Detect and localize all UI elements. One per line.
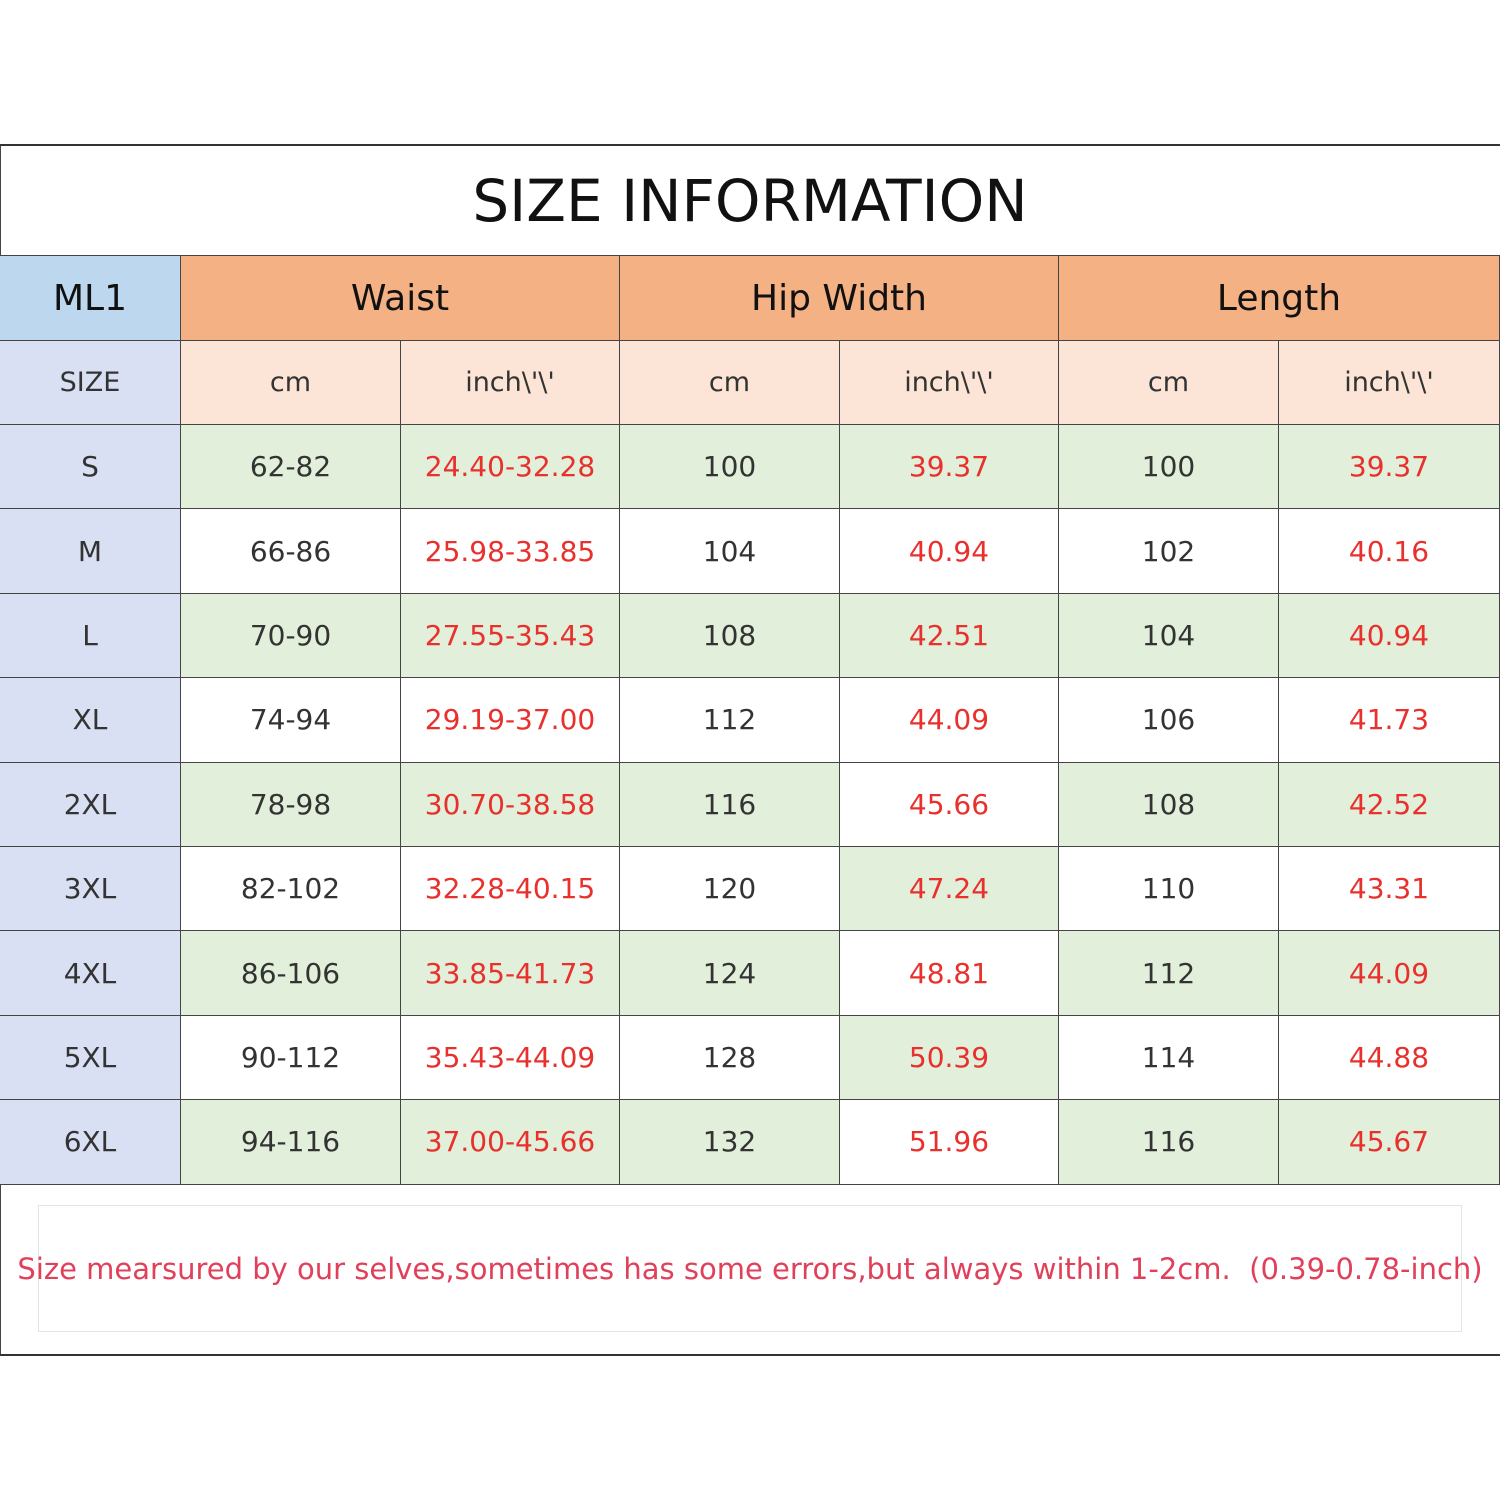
measure-cell: 128 — [620, 1015, 840, 1101]
measure-cell: 112 — [1059, 931, 1279, 1016]
title: SIZE INFORMATION — [0, 146, 1500, 256]
measure-cell: 44.88 — [1279, 1015, 1500, 1101]
subheader-cell: cm — [620, 341, 840, 425]
measure-cell: 35.43-44.09 — [401, 1015, 620, 1101]
measure-cell: 43.31 — [1279, 847, 1500, 932]
measure-cell: 44.09 — [840, 678, 1059, 763]
size-label: 3XL — [0, 847, 181, 932]
measure-cell: 29.19-37.00 — [401, 678, 620, 763]
measure-cell: 112 — [620, 678, 840, 763]
measure-cell: 42.52 — [1279, 762, 1500, 847]
size-label: 2XL — [0, 762, 181, 847]
measure-cell: 40.94 — [1279, 593, 1500, 679]
measure-cell: 116 — [1059, 1100, 1279, 1185]
measure-cell: 82-102 — [181, 847, 401, 932]
size-label: S — [0, 425, 181, 510]
measure-cell: 51.96 — [840, 1100, 1059, 1185]
measure-cell: 100 — [620, 425, 840, 510]
subheader-cell: SIZE — [0, 341, 181, 425]
note: Size mearsured by our selves,sometimes h… — [17, 1205, 1483, 1332]
measure-cell: 108 — [620, 593, 840, 679]
size-label: 6XL — [0, 1100, 181, 1185]
measure-cell: 45.66 — [840, 762, 1059, 847]
subheader-cell: cm — [1059, 341, 1279, 425]
measure-cell: 32.28-40.15 — [401, 847, 620, 932]
measure-cell: 102 — [1059, 509, 1279, 594]
measure-cell: 100 — [1059, 425, 1279, 510]
subheader-cell: cm — [181, 341, 401, 425]
subheader-cell: inch\'\' — [401, 341, 620, 425]
measure-cell: 90-112 — [181, 1015, 401, 1101]
measure-cell: 45.67 — [1279, 1100, 1500, 1185]
measure-cell: 108 — [1059, 762, 1279, 847]
size-label: XL — [0, 678, 181, 763]
group-header: Hip Width — [620, 256, 1059, 341]
measure-cell: 94-116 — [181, 1100, 401, 1185]
subheader-cell: inch\'\' — [1279, 341, 1500, 425]
measure-cell: 114 — [1059, 1015, 1279, 1101]
measure-cell: 27.55-35.43 — [401, 593, 620, 679]
measure-cell: 47.24 — [840, 847, 1059, 932]
measure-cell: 116 — [620, 762, 840, 847]
measure-cell: 120 — [620, 847, 840, 932]
size-label: 4XL — [0, 931, 181, 1016]
measure-cell: 70-90 — [181, 593, 401, 679]
corner-cell: ML1 — [0, 256, 181, 341]
size-label: L — [0, 593, 181, 679]
measure-cell: 62-82 — [181, 425, 401, 510]
measure-cell: 132 — [620, 1100, 840, 1185]
measure-cell: 74-94 — [181, 678, 401, 763]
measure-cell: 33.85-41.73 — [401, 931, 620, 1016]
measure-cell: 37.00-45.66 — [401, 1100, 620, 1185]
measure-cell: 30.70-38.58 — [401, 762, 620, 847]
measure-cell: 78-98 — [181, 762, 401, 847]
measure-cell: 42.51 — [840, 593, 1059, 679]
group-header: Length — [1059, 256, 1500, 341]
measure-cell: 50.39 — [840, 1015, 1059, 1101]
group-header: Waist — [181, 256, 620, 341]
measure-cell: 40.16 — [1279, 509, 1500, 594]
measure-cell: 86-106 — [181, 931, 401, 1016]
measure-cell: 48.81 — [840, 931, 1059, 1016]
measure-cell: 44.09 — [1279, 931, 1500, 1016]
measure-cell: 39.37 — [1279, 425, 1500, 510]
size-label: 5XL — [0, 1015, 181, 1101]
measure-cell: 41.73 — [1279, 678, 1500, 763]
measure-cell: 40.94 — [840, 509, 1059, 594]
measure-cell: 24.40-32.28 — [401, 425, 620, 510]
measure-cell: 106 — [1059, 678, 1279, 763]
measure-cell: 104 — [620, 509, 840, 594]
measure-cell: 124 — [620, 931, 840, 1016]
measure-cell: 25.98-33.85 — [401, 509, 620, 594]
subheader-cell: inch\'\' — [840, 341, 1059, 425]
measure-cell: 39.37 — [840, 425, 1059, 510]
measure-cell: 110 — [1059, 847, 1279, 932]
measure-cell: 66-86 — [181, 509, 401, 594]
size-label: M — [0, 509, 181, 594]
measure-cell: 104 — [1059, 593, 1279, 679]
